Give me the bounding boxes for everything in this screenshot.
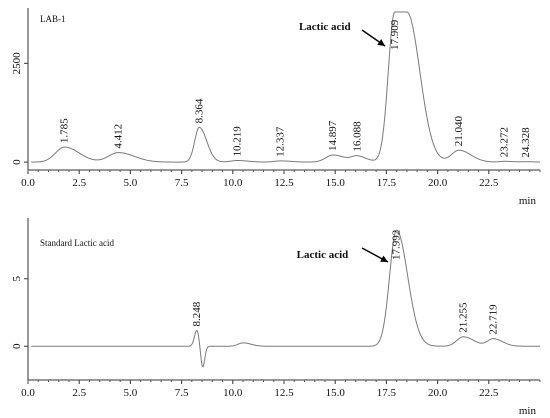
lactic-acid-annotation: Lactic acid [297, 249, 349, 261]
y-tick-label: 5 [11, 276, 23, 282]
x-tick-label: 2.5 [72, 177, 86, 189]
x-tick-label: 10.0 [223, 387, 243, 399]
peak-label: 8.364 [193, 98, 205, 123]
chromatogram-panel-standard: 0.0 2.5 5.0 7.5 10.0 12.5 15.0 17.5 20.0 22.5 0 5 mi… [11, 218, 541, 417]
y-tick-label: 2500 [11, 52, 23, 75]
chromatogram-trace [31, 229, 540, 368]
x-tick-label: 20.0 [428, 177, 448, 189]
peak-label: 17.992 [390, 230, 402, 260]
peak-label: 23.272 [499, 127, 511, 157]
x-tick-label: 2.5 [72, 387, 86, 399]
x-tick-label: 20.0 [428, 387, 448, 399]
peak-label: 12.337 [275, 126, 287, 157]
x-tick-label: 17.5 [377, 387, 397, 399]
x-tick-label: 12.5 [274, 177, 294, 189]
peak-label: 16.088 [351, 121, 363, 152]
y-tick-label: 0 [11, 159, 23, 165]
peak-label: 22.719 [487, 304, 499, 335]
peak-label: 17.909 [389, 19, 401, 50]
x-tick-label: 5.0 [124, 387, 138, 399]
peak-label: 4.412 [112, 124, 124, 149]
x-tick-label: 0.0 [21, 177, 35, 189]
peak-label: 21.255 [457, 302, 469, 333]
x-tick-label: 10.0 [223, 177, 243, 189]
annotation-arrow-head [377, 39, 385, 46]
x-tick-label: 7.5 [175, 177, 189, 189]
x-tick-label: 5.0 [124, 177, 138, 189]
annotation-arrow-head [380, 255, 388, 262]
peak-label: 1.785 [59, 118, 71, 143]
x-axis-unit: min [519, 405, 537, 417]
chromatogram-panel-lab1: 0.0 2.5 5.0 7.5 10.0 12.5 15.0 17.5 20.0 22.5 0 250… [11, 8, 541, 207]
chromatogram-trace [31, 11, 541, 163]
x-axis-unit: min [519, 195, 537, 207]
peak-label: 8.248 [191, 301, 203, 326]
x-tick-label: 22.5 [479, 387, 499, 399]
x-tick-label: 7.5 [175, 387, 189, 399]
y-tick-label: 0 [11, 343, 23, 349]
x-tick-label: 12.5 [274, 387, 294, 399]
x-tick-label: 22.5 [479, 177, 499, 189]
lactic-acid-annotation: Lactic acid [299, 21, 351, 33]
peak-label: 24.328 [520, 127, 532, 158]
x-tick-label: 0.0 [21, 387, 35, 399]
panel-label: Standard Lactic acid [40, 238, 114, 248]
x-tick-label: 15.0 [326, 177, 346, 189]
peak-label: 10.219 [231, 126, 243, 157]
peak-label: 14.897 [327, 120, 339, 151]
peak-label: 21.040 [453, 115, 465, 146]
x-tick-label: 15.0 [326, 387, 346, 399]
panel-label: LAB-1 [40, 14, 66, 24]
x-tick-label: 17.5 [377, 177, 397, 189]
